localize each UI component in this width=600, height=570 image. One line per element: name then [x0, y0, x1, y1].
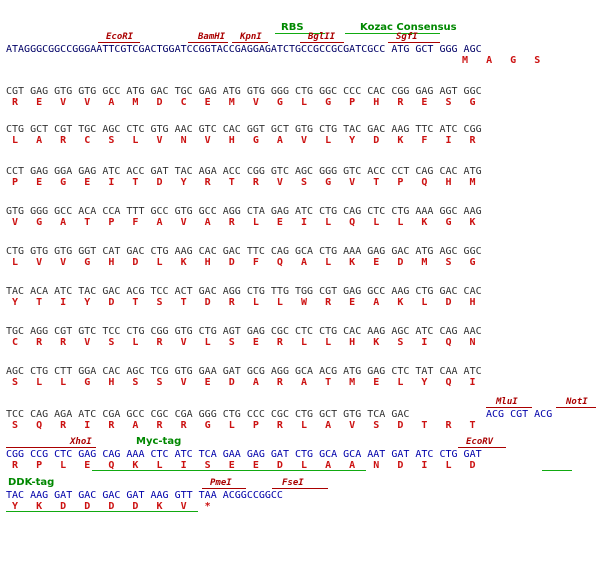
seq-line-3-dna: CTG GCT CGT TGC AGC CTC GTG AAC GTC CAC …: [6, 124, 482, 135]
seq-line-2-dna: CGT GAG GTG GTG GCC ATG GAC TGC GAG ATG …: [6, 86, 482, 97]
mlui-site-label: MluI: [496, 397, 518, 407]
myc-tag-underline: [92, 470, 366, 471]
seq-line-11-dna: CGG CCG CTC GAG CAG AAA CTC ATC TCA GAA …: [6, 449, 482, 460]
sgfi-site-label: SgfI: [396, 32, 418, 42]
ecorv-underline: [458, 447, 506, 448]
seq-line-9-aa: S L L G H S S V E D A R A T M E L Y Q I: [12, 377, 476, 388]
xhoi-underline: [6, 447, 96, 448]
seq-line-1-dna: ATAGGGCGGCCGGGAATTCGTCGACTGGATCCGGTACCGA…: [6, 44, 482, 55]
myc-tag-label: Myc-tag: [136, 436, 182, 447]
seq-line-9-dna: AGC CTG CTT GGA CAC AGC TCG GTG GAA GAT …: [6, 366, 482, 377]
seq-line-2-aa: R E V V A M D C E M V G L G P H R E S G: [12, 97, 476, 108]
sgfi-underline: [388, 42, 440, 43]
ecori-site-label: EcoRI: [106, 32, 134, 42]
seq-line-5-aa: V G A T P F A V A R L E I L Q L L K G K: [12, 217, 476, 228]
seq-line-11-aa: R P L E Q K L I S E E D L A A N D I L D: [12, 460, 476, 471]
seq-line-8-dna: TGC AGG CGT GTC TCC CTG CGG GTG CTG AGT …: [6, 326, 482, 337]
kozak-label: Kozac Consensus: [360, 22, 457, 33]
rbs-label: RBS: [281, 22, 304, 33]
mlui-underline: [486, 407, 532, 408]
noti-site-label: NotI: [566, 397, 588, 407]
bglii-site-label: BglII: [308, 32, 336, 42]
ddk-tag-underline-start: [542, 470, 572, 471]
fsei-site-label: FseI: [282, 478, 304, 488]
seq-line-1-aa: M A G S: [462, 55, 541, 66]
ddk-tag-underline: [6, 511, 198, 512]
xhoi-site-label: XhoI: [70, 437, 92, 447]
seq-line-4-aa: P E G E I T D Y R T R V S G V T P Q H M: [12, 177, 476, 188]
ecori-underline: [98, 42, 140, 43]
rbs-underline: [275, 33, 325, 34]
kpni-site-label: KpnI: [240, 32, 262, 42]
kpni-underline: [232, 42, 268, 43]
seq-line-7-dna: TAC ACA ATC TAC GAC ACG TCC ACT GAC AGG …: [6, 286, 482, 297]
seq-line-5-dna: GTG GGG GCC ACA CCA TTT GCC GTG GCC AGG …: [6, 206, 482, 217]
ecorv-site-label: EcoRV: [466, 437, 494, 447]
bglii-underline: [300, 42, 344, 43]
seq-line-7-aa: Y T I Y D T S T D R L L W R E A K L D H: [12, 297, 476, 308]
pmei-site-label: PmeI: [210, 478, 232, 488]
seq-line-10-vector: ACG CGT ACG: [486, 409, 553, 420]
fsei-underline: [272, 488, 328, 489]
seq-line-10-aa: S Q R I R A R R G L P R L A V S D T R T: [12, 420, 476, 431]
noti-underline: [556, 407, 596, 408]
seq-line-12-dna: TAC AAG GAT GAC GAC GAT AAG GTT TAA ACGG…: [6, 490, 283, 501]
bamhi-site-label: BamHI: [198, 32, 226, 42]
seq-line-6-aa: L V V G H D L K H D F Q A L K E D M S G: [12, 257, 476, 268]
bamhi-underline: [188, 42, 228, 43]
kozak-underline: [345, 33, 440, 34]
seq-line-4-dna: CCT GAG GGA GAG ATC ACC GAT TAC AGA ACC …: [6, 166, 482, 177]
seq-line-8-aa: C R R V S L R V L S E R L L H K S I Q N: [12, 337, 476, 348]
seq-line-10-dna: TCC CAG AGA ATC CGA GCC CGC CGA GGG CTG …: [6, 409, 410, 420]
seq-line-12-aa: Y K D D D D K V *: [12, 501, 211, 512]
pmei-underline: [202, 488, 246, 489]
seq-line-6-dna: CTG GTG GTG GGT CAT GAC CTG AAG CAC GAC …: [6, 246, 482, 257]
seq-line-3-aa: L A R C S L V N V H G A V L Y D K F I R: [12, 135, 476, 146]
ddk-tag-label: DDK-tag: [8, 477, 55, 488]
